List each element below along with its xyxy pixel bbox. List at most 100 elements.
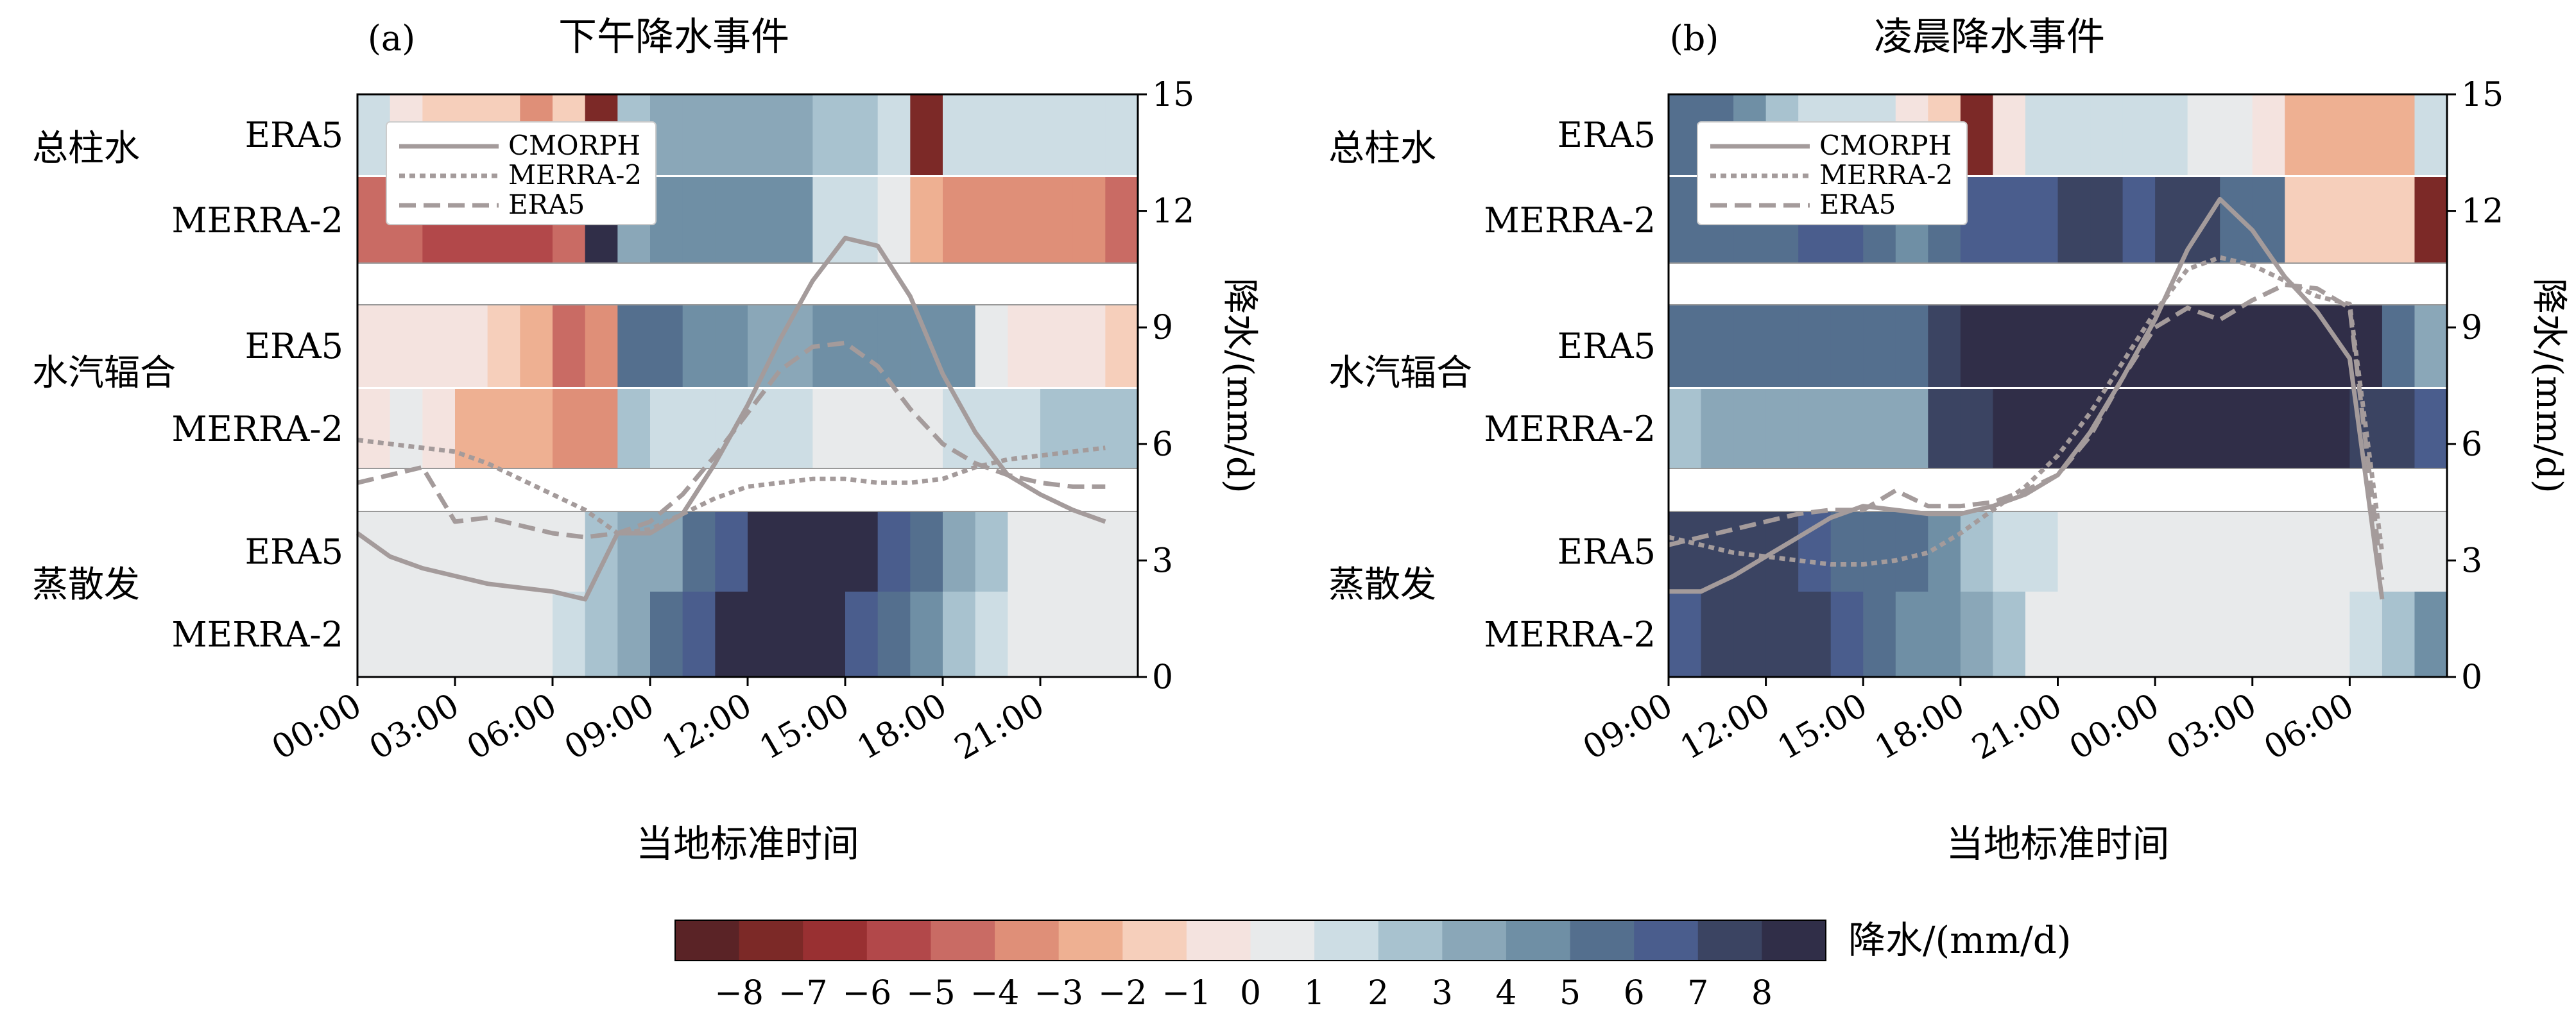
heatmap-cell — [682, 511, 716, 592]
heatmap-cell — [2414, 94, 2448, 175]
x-tick-label: 12:00 — [656, 686, 759, 767]
heatmap-cell — [2252, 592, 2285, 677]
heatmap-cell — [585, 389, 618, 468]
heatmap-cell — [2122, 177, 2156, 263]
heatmap-cell — [1040, 305, 1074, 387]
heatmap-cell — [910, 177, 943, 263]
row-label-era5: ERA5 — [245, 115, 343, 155]
row-label-merra-2: MERRA-2 — [171, 200, 343, 241]
heatmap-cell — [1105, 305, 1138, 387]
colorbar-swatch — [866, 920, 932, 961]
heatmap-cell — [2025, 592, 2059, 677]
y-tick-label: 6 — [2461, 425, 2482, 464]
heatmap-cell — [520, 305, 553, 387]
panel-title: 凌晨降水事件 — [1874, 15, 2105, 60]
heatmap-cell — [2317, 94, 2350, 175]
panel-label: (a) — [368, 18, 415, 58]
heatmap-cell — [1072, 94, 1106, 175]
heatmap-cell — [1669, 305, 1702, 387]
heatmap-cell — [845, 389, 879, 468]
heatmap-cell — [812, 177, 846, 263]
heatmap-cell — [975, 511, 1008, 592]
heatmap-cell — [780, 389, 813, 468]
heatmap-cell — [877, 592, 911, 677]
heatmap-cell — [617, 592, 651, 677]
colorbar-tick-label: −6 — [843, 974, 892, 1013]
heatmap-cell — [487, 305, 520, 387]
heatmap-cell — [812, 592, 846, 677]
heatmap-cell — [1072, 592, 1106, 677]
heatmap-cell — [2317, 511, 2350, 592]
heatmap-cell — [715, 592, 748, 677]
heatmap-cell — [2025, 389, 2059, 468]
heatmap-cell — [2252, 389, 2285, 468]
heatmap-cell — [2349, 177, 2383, 263]
heatmap-cell — [1040, 94, 1074, 175]
heatmap-cell — [553, 511, 586, 592]
heatmap-cell — [1798, 389, 1832, 468]
heatmap-cell — [2187, 511, 2220, 592]
heatmap-cell — [390, 592, 423, 677]
heatmap-cell — [2220, 389, 2253, 468]
colorbar-swatch — [675, 920, 740, 961]
colorbar-swatch — [1442, 920, 1507, 961]
heatmap-cell — [487, 511, 520, 592]
heatmap-cell — [2155, 177, 2188, 263]
heatmap-cell — [2252, 305, 2285, 387]
heatmap-cell — [1928, 389, 1961, 468]
heatmap-cell — [1960, 305, 1994, 387]
colorbar-tick-label: −1 — [1162, 974, 1212, 1013]
y-tick-label: 12 — [1152, 193, 1194, 231]
heatmap-cell — [2187, 592, 2220, 677]
colorbar-tick-label: 1 — [1304, 974, 1325, 1013]
colorbar-tick-label: −5 — [906, 974, 956, 1013]
heatmap-cell — [1993, 94, 2026, 175]
heatmap-cell — [1830, 511, 1864, 592]
colorbar-tick-label: −3 — [1034, 974, 1083, 1013]
heatmap-cell — [2382, 592, 2416, 677]
heatmap-cell — [1072, 511, 1106, 592]
heatmap-cell — [2155, 511, 2188, 592]
heatmap-cell — [682, 389, 716, 468]
colorbar-tick-label: 0 — [1240, 974, 1261, 1013]
x-tick-label: 21:00 — [1966, 686, 2068, 767]
heatmap-cell — [748, 592, 781, 677]
group-label: 总柱水 — [32, 128, 140, 169]
heatmap-cell — [1008, 94, 1041, 175]
x-axis-title: 当地标准时间 — [636, 822, 859, 866]
heatmap-cell — [1072, 177, 1106, 263]
y-tick-label: 9 — [2461, 309, 2482, 347]
heatmap-cell — [1733, 592, 1767, 677]
colorbar: −8 −7 −6 −5 −4 −3 −2 −1 0 1 2 3 4 5 6 7 8 降水/(mm/d) — [674, 918, 2071, 1013]
y-tick-label: 15 — [2461, 76, 2503, 114]
y-tick-label: 3 — [2461, 542, 2482, 580]
heatmap-cell — [1669, 592, 1702, 677]
heatmap-cell — [780, 592, 813, 677]
heatmap-cell — [975, 94, 1008, 175]
colorbar-tick-label: 7 — [1687, 974, 1708, 1013]
heatmap-cell — [1733, 389, 1767, 468]
heatmap-cell — [715, 94, 748, 175]
y-axis-title: 降水/(mm/d) — [2528, 278, 2570, 493]
x-tick-label: 03:00 — [363, 686, 466, 767]
heatmap-cell — [553, 592, 586, 677]
heatmap-cell — [682, 94, 716, 175]
heatmap-cell — [650, 592, 683, 677]
row-label-era5: ERA5 — [245, 326, 343, 366]
series-line-cmorph — [1669, 196, 2385, 600]
heatmap-cell — [2187, 389, 2220, 468]
panel-b-early-morning-event: ERA5MERRA-2总柱水ERA5MERRA-2水汽辐合ERA5MERRA-2… — [1328, 15, 2570, 866]
colorbar-swatch — [1314, 920, 1379, 961]
colorbar-tick-label: 8 — [1751, 974, 1773, 1013]
heatmap-cell — [422, 305, 456, 387]
panel-label: (b) — [1670, 18, 1719, 58]
x-tick-label: 15:00 — [753, 686, 856, 767]
group-label: 蒸散发 — [1328, 564, 1436, 606]
heatmap-cell — [910, 511, 943, 592]
heatmap-cell — [2025, 177, 2059, 263]
heatmap-cell — [2382, 389, 2416, 468]
heatmap-cell — [1040, 592, 1074, 677]
